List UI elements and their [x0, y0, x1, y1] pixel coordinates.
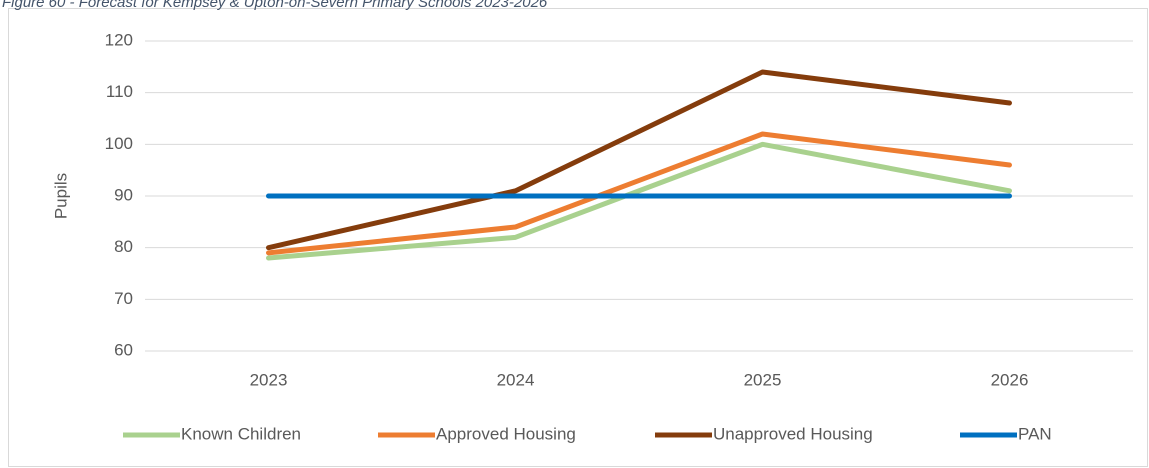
y-tick-label: 120 — [105, 30, 133, 49]
y-tick-label: 60 — [114, 340, 133, 359]
y-tick-label: 100 — [105, 134, 133, 153]
y-tick-label: 80 — [114, 237, 133, 256]
legend-label: Known Children — [181, 424, 301, 443]
legend-label: Approved Housing — [436, 424, 576, 443]
y-tick-label: 90 — [114, 185, 133, 204]
series-line — [266, 141, 1012, 261]
series-line — [266, 69, 1012, 251]
x-tick-label: 2025 — [744, 370, 782, 389]
legend-label: Unapproved Housing — [713, 424, 873, 443]
legend-label: PAN — [1018, 424, 1052, 443]
y-tick-label: 110 — [106, 82, 133, 101]
y-axis-label: Pupils — [51, 173, 70, 219]
y-tick-label: 70 — [114, 289, 133, 308]
x-tick-label: 2026 — [991, 370, 1029, 389]
x-tick-label: 2023 — [250, 370, 288, 389]
series-line — [266, 131, 1012, 256]
chart-frame — [8, 8, 1148, 467]
chart-title: Figure 60 - Forecast for Kempsey & Upton… — [2, 0, 548, 11]
x-tick-label: 2024 — [497, 370, 535, 389]
